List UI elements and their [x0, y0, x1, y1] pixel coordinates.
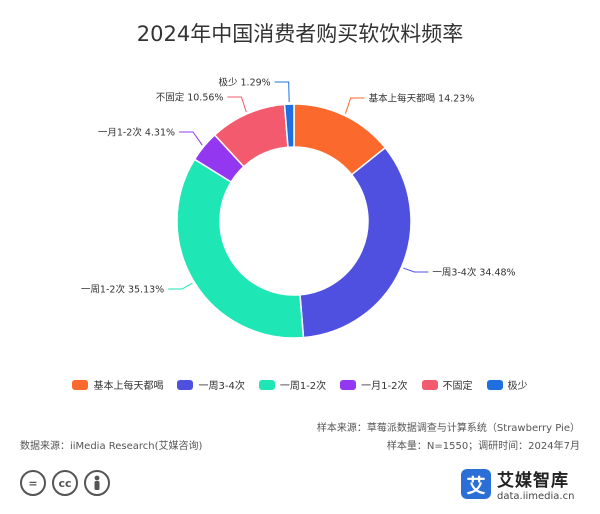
legend-label-3: 一月1-2次	[361, 381, 408, 392]
leader-line-0	[344, 97, 365, 114]
sample-source-text: 样本来源：草莓派数据调查与计算系统（Strawberry Pie）	[316, 423, 580, 434]
license-icons: = cc	[20, 470, 110, 496]
brand-logo-icon: 艾	[461, 469, 491, 499]
legend-label-0: 基本上每天都喝	[93, 381, 164, 392]
leader-line-4	[227, 96, 247, 113]
legend-swatch-5	[486, 379, 503, 390]
legend-label-2: 一周1-2次	[279, 381, 327, 392]
donut-slice-2[interactable]	[176, 158, 305, 339]
equals-icon: =	[20, 470, 46, 496]
data-source-text: 数据来源：iiMedia Research(艾媒咨询)	[20, 441, 203, 452]
legend-label-1: 一周3-4次	[198, 381, 245, 392]
legend-item-1[interactable]: 一周3-4次	[177, 377, 245, 392]
cc-icon: cc	[52, 470, 78, 496]
data-label-3: 一月1-2次 4.31%	[98, 127, 175, 139]
data-label-0: 基本上每天都喝 14.23%	[369, 93, 475, 105]
legend-item-4[interactable]: 不固定	[421, 377, 473, 392]
data-label-2: 一周1-2次 35.13%	[81, 284, 164, 296]
leader-line-2	[168, 282, 193, 290]
brand-name: 艾媒智库	[497, 471, 569, 491]
leader-line-1	[403, 267, 429, 273]
legend-item-2[interactable]: 一周1-2次	[258, 377, 327, 392]
legend-item-0[interactable]: 基本上每天都喝	[72, 377, 163, 392]
legend-swatch-3	[340, 379, 357, 390]
legend-swatch-2	[258, 379, 275, 390]
donut-slice-1[interactable]	[299, 146, 412, 339]
legend-swatch-4	[421, 379, 438, 390]
leader-line-5	[274, 81, 290, 103]
data-label-1: 一周3-4次 34.48%	[432, 267, 515, 279]
sample-size-text: 样本量：N=1550；调研时间：2024年7月	[386, 441, 580, 452]
legend-item-5[interactable]: 极少	[486, 377, 528, 392]
data-label-4: 不固定 10.56%	[156, 92, 224, 104]
donut-slice-5[interactable]	[283, 103, 295, 149]
chart-title: 2024年中国消费者购买软饮料频率	[136, 22, 464, 46]
person-icon	[84, 470, 110, 496]
data-label-5: 极少 1.29%	[218, 77, 270, 89]
brand-block: 艾 艾媒智库 data.iimedia.cn	[461, 466, 574, 502]
legend-label-4: 不固定	[442, 381, 473, 392]
chart-legend: 基本上每天都喝 一周3-4次 一周1-2次 一月1-2次 不固定 极少	[0, 377, 600, 392]
brand-url: data.iimedia.cn	[497, 491, 575, 502]
leader-line-3	[179, 131, 203, 146]
legend-label-5: 极少	[507, 381, 528, 392]
legend-item-3[interactable]: 一月1-2次	[340, 377, 408, 392]
legend-swatch-0	[72, 379, 89, 390]
legend-swatch-1	[177, 379, 194, 390]
